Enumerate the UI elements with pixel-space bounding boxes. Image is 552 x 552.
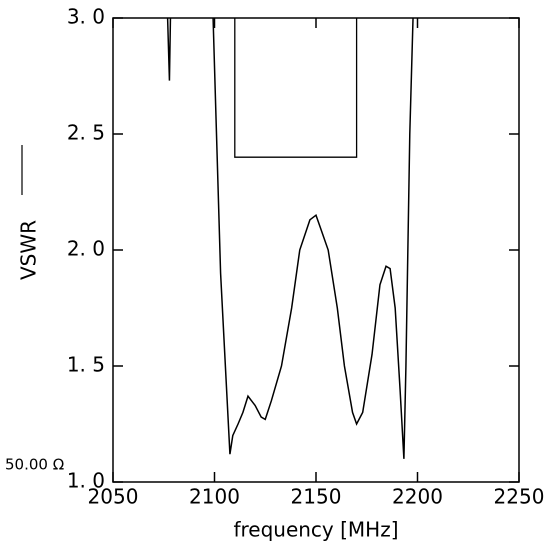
- y-tick-label: 2. 5: [67, 121, 105, 145]
- y-tick-label: 3. 0: [67, 5, 105, 29]
- x-tick-label: 2100: [189, 485, 240, 509]
- spec-box: [234, 18, 358, 158]
- vswr-line: [166, 17, 414, 459]
- x-axis-title: frequency [MHz]: [233, 518, 398, 542]
- impedance-label: 50.00 Ω: [5, 456, 64, 474]
- y-tick-label: 1. 5: [67, 353, 105, 377]
- y-tick-label: 1. 0: [67, 469, 105, 493]
- plot-frame: [112, 17, 520, 483]
- x-tick-label: 2150: [291, 485, 342, 509]
- x-tick-label: 2200: [392, 485, 443, 509]
- y-axis-title: VSWR: [17, 220, 41, 280]
- x-tick-label: 2050: [88, 485, 139, 509]
- x-tick-label: 2250: [494, 485, 545, 509]
- y-tick-label: 2. 0: [67, 237, 105, 261]
